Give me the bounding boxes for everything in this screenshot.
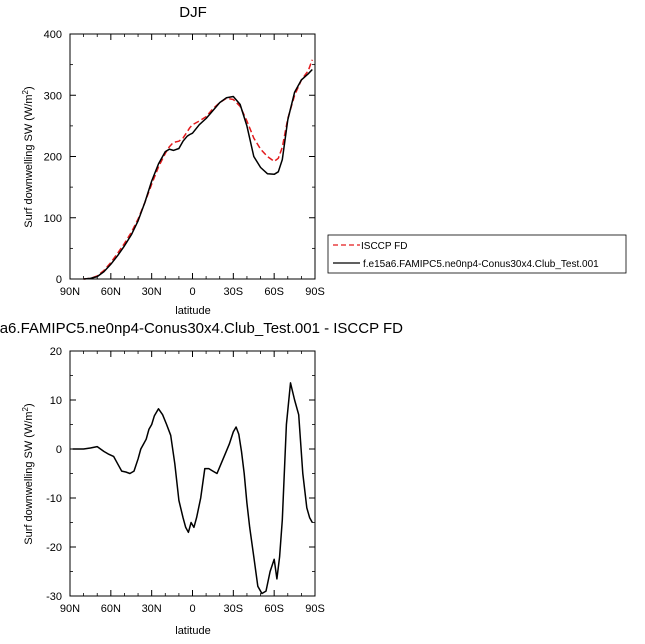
top-ytick-label: 100 <box>44 213 62 225</box>
bottom-xtick-label: 30S <box>224 603 244 615</box>
bottom-chart-xlabel: latitude <box>175 625 210 637</box>
bottom-chart-frame <box>69 350 316 597</box>
bottom-ytick-label: -10 <box>46 493 62 505</box>
top-ytick-label: 0 <box>56 274 62 286</box>
bottom-chart-title: 15a6.FAMIPC5.ne0np4-Conus30x4.Club_Test.… <box>0 320 403 337</box>
top-series-0 <box>83 59 314 280</box>
bottom-ylabel-sup: 2 <box>21 406 30 411</box>
top-xtick-label: 0 <box>189 286 195 298</box>
bottom-ytick-label: -30 <box>46 591 62 603</box>
bottom-ytick-label: 20 <box>50 346 62 358</box>
top-chart: DJF 90N 60N 30N 0 30S 60S 90S 0 100 200 300 400 lat… <box>21 4 325 317</box>
bottom-chart-axes: 90N 60N 30N 0 30S 60S 90S -30 -20 -10 0 10 20 <box>46 346 325 615</box>
top-xtick-label: 90S <box>305 286 325 298</box>
top-chart-ylabel: Surf downwelling SW (W/m2) <box>21 86 35 227</box>
bottom-xtick-label: 90S <box>305 603 325 615</box>
top-xtick-label: 30N <box>142 286 162 298</box>
bottom-chart: 15a6.FAMIPC5.ne0np4-Conus30x4.Club_Test.… <box>0 320 403 637</box>
bottom-chart-series <box>72 382 313 595</box>
top-ylabel-sup: 2 <box>21 89 30 94</box>
top-xtick-label: 60N <box>101 286 121 298</box>
bottom-ytick-label: 0 <box>56 444 62 456</box>
legend-label-isccp: ISCCP FD <box>361 241 408 252</box>
bottom-xtick-label: 90N <box>60 603 80 615</box>
top-ytick-label: 400 <box>44 29 62 41</box>
legend-box <box>327 234 627 274</box>
top-ylabel-main: Surf downwelling SW (W/m <box>23 94 35 227</box>
legend-label-model: f.e15a6.FAMIPC5.ne0np4-Conus30x4.Club_Te… <box>363 259 599 270</box>
top-ytick-label: 300 <box>44 90 62 102</box>
legend: ISCCP FD f.e15a6.FAMIPC5.ne0np4-Conus30x… <box>327 234 627 274</box>
bottom-xtick-label: 0 <box>189 603 195 615</box>
bottom-ylabel-close: ) <box>23 403 35 407</box>
bottom-ytick-label: 10 <box>50 395 62 407</box>
top-ylabel-close: ) <box>23 86 35 90</box>
bottom-xtick-label: 60N <box>101 603 121 615</box>
top-chart-xlabel: latitude <box>175 305 210 317</box>
bottom-ytick-label: -20 <box>46 542 62 554</box>
top-xtick-label: 60S <box>264 286 284 298</box>
top-chart-axes: 90N 60N 30N 0 30S 60S 90S 0 100 200 300 400 <box>44 29 325 298</box>
bottom-ylabel-main: Surf downwelling SW (W/m <box>23 411 35 544</box>
bottom-xtick-label: 60S <box>264 603 284 615</box>
bottom-xtick-label: 30N <box>142 603 162 615</box>
top-xtick-label: 90N <box>60 286 80 298</box>
top-ytick-label: 200 <box>44 152 62 164</box>
bottom-chart-ylabel: Surf downwelling SW (W/m2) <box>21 403 35 544</box>
top-chart-frame <box>69 33 316 280</box>
top-chart-series <box>83 59 314 280</box>
top-chart-title: DJF <box>179 4 207 21</box>
bottom-series-0 <box>72 382 313 595</box>
top-series-1 <box>83 68 313 280</box>
top-xtick-label: 30S <box>224 286 244 298</box>
